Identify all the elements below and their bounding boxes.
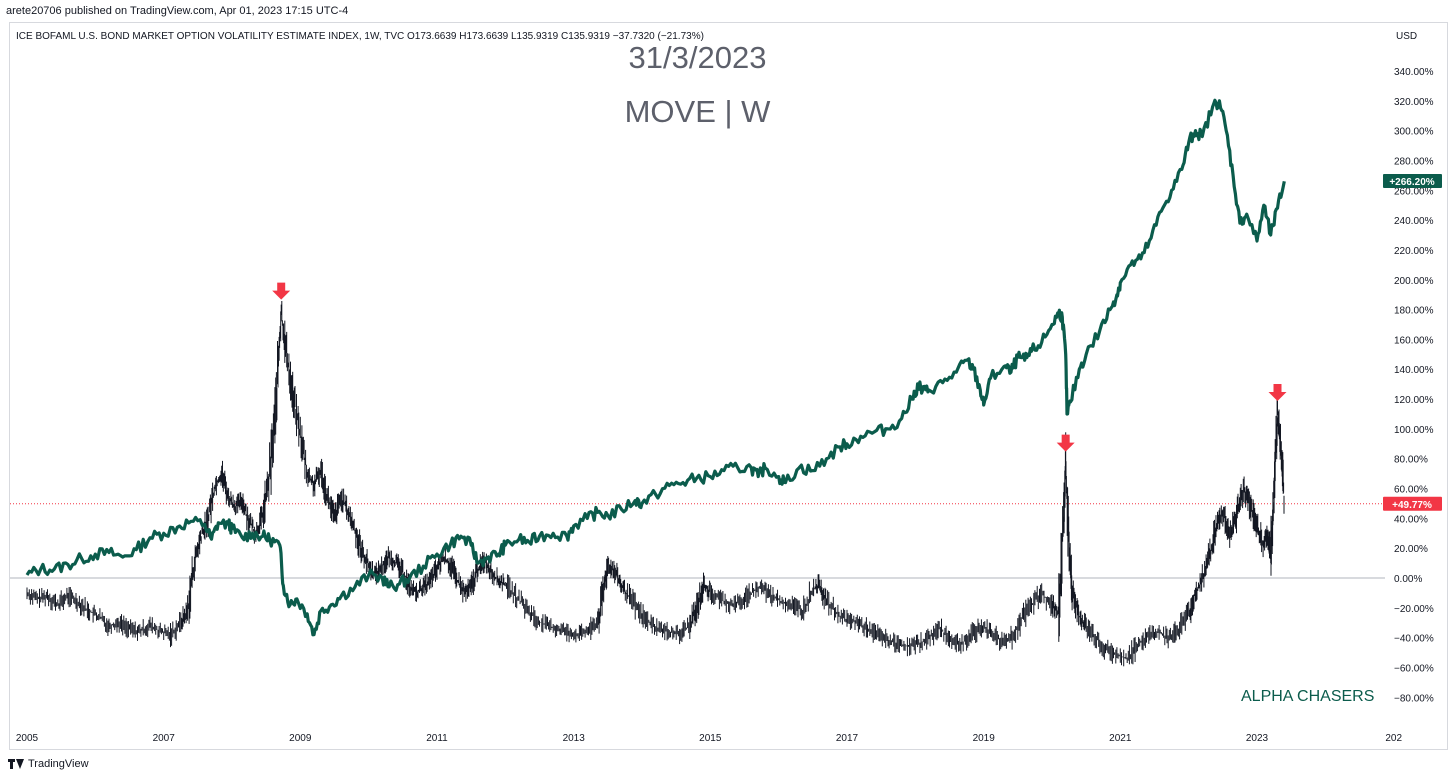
last-value-badge-box bbox=[1383, 174, 1442, 188]
x-tick-label: 2011 bbox=[426, 733, 448, 744]
y-tick-label: −40.00% bbox=[1394, 634, 1434, 645]
x-tick-label: 2021 bbox=[1109, 733, 1132, 744]
annotation-ticker: MOVE | W bbox=[624, 94, 771, 129]
symbol-info: ICE BOFAML U.S. BOND MARKET OPTION VOLAT… bbox=[16, 31, 704, 42]
y-tick-label: 320.00% bbox=[1394, 97, 1434, 108]
y-tick-label: 40.00% bbox=[1394, 514, 1428, 525]
x-tick-label: 2005 bbox=[16, 733, 39, 744]
y-tick-label: 300.00% bbox=[1394, 127, 1434, 138]
y-tick-label: −60.00% bbox=[1394, 664, 1434, 675]
x-tick-label: 2013 bbox=[563, 733, 586, 744]
chart-frame bbox=[9, 22, 1448, 750]
y-tick-label: 0.00% bbox=[1394, 574, 1422, 585]
x-tick-label: 2009 bbox=[289, 733, 312, 744]
publisher-bar: arete20706 published on TradingView.com,… bbox=[0, 0, 1456, 22]
y-tick-label: 340.00% bbox=[1394, 67, 1434, 78]
y-tick-label: 160.00% bbox=[1394, 335, 1434, 346]
y-tick-label: 200.00% bbox=[1394, 276, 1434, 287]
x-tick-label: 2007 bbox=[153, 733, 176, 744]
footer-bar bbox=[0, 752, 1456, 780]
publisher-text: arete20706 published on TradingView.com,… bbox=[6, 5, 349, 17]
y-tick-label: 280.00% bbox=[1394, 157, 1434, 168]
last-value-badge-text: +266.20% bbox=[1389, 177, 1434, 188]
series-line bbox=[25, 98, 1286, 637]
down-arrow-marker bbox=[1268, 383, 1287, 401]
tradingview-logo-icon bbox=[8, 759, 24, 769]
down-arrow-marker bbox=[1056, 434, 1075, 452]
y-tick-label: 220.00% bbox=[1394, 246, 1434, 257]
y-tick-label: −20.00% bbox=[1394, 604, 1434, 615]
currency-label: USD bbox=[1396, 31, 1418, 42]
reference-badge-box bbox=[1383, 496, 1442, 511]
y-tick-label: 140.00% bbox=[1394, 365, 1434, 376]
reference-badge-text: +49.77% bbox=[1392, 500, 1432, 511]
y-tick-label: 100.00% bbox=[1394, 425, 1434, 436]
x-tick-label: 202 bbox=[1385, 733, 1402, 744]
y-tick-label: 240.00% bbox=[1394, 216, 1434, 227]
y-tick-label: 20.00% bbox=[1394, 544, 1428, 555]
tradingview-brand-text: TradingView bbox=[28, 758, 89, 770]
x-tick-label: 2015 bbox=[699, 733, 722, 744]
y-tick-label: 80.00% bbox=[1394, 455, 1428, 466]
annotation-date: 31/3/2023 bbox=[628, 40, 767, 75]
x-tick-label: 2019 bbox=[973, 733, 996, 744]
x-tick-label: 2017 bbox=[836, 733, 859, 744]
down-arrow-marker bbox=[272, 282, 291, 300]
watermark-text: ALPHA CHASERS bbox=[1241, 688, 1375, 705]
y-tick-label: −80.00% bbox=[1394, 693, 1434, 704]
y-tick-label: 260.00% bbox=[1394, 186, 1434, 197]
x-tick-label: 2023 bbox=[1246, 733, 1269, 744]
y-tick-label: 60.00% bbox=[1394, 485, 1428, 496]
y-tick-label: 120.00% bbox=[1394, 395, 1434, 406]
y-tick-label: 180.00% bbox=[1394, 306, 1434, 317]
tradingview-logo[interactable]: TradingView bbox=[8, 758, 89, 770]
